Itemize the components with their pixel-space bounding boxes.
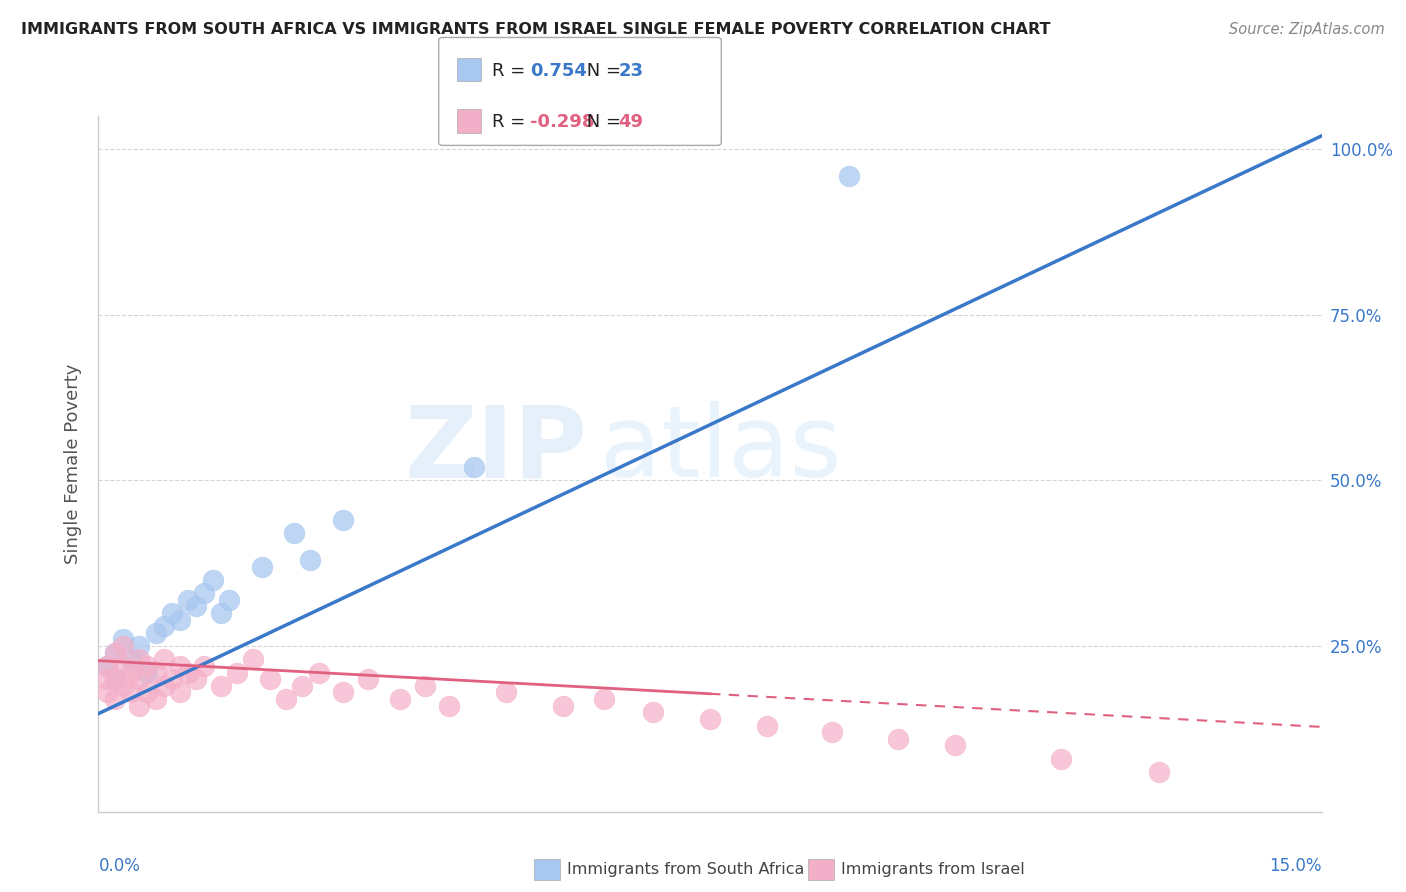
Point (128, 639, 150, 653)
Text: 0.0%: 0.0% (98, 857, 141, 875)
Point (104, 672, 127, 686)
Text: IMMIGRANTS FROM SOUTH AFRICA VS IMMIGRANTS FROM ISRAEL SINGLE FEMALE POVERTY COR: IMMIGRANTS FROM SOUTH AFRICA VS IMMIGRAN… (21, 22, 1050, 37)
Point (120, 685, 142, 699)
Text: N =: N = (581, 62, 627, 80)
Point (160, 672, 183, 686)
Text: Immigrants from South Africa: Immigrants from South Africa (567, 863, 804, 877)
Point (838, 169, 860, 183)
Point (136, 685, 159, 699)
Point (299, 553, 322, 567)
Point (226, 665, 249, 680)
Point (104, 692, 127, 706)
Point (332, 513, 354, 527)
Point (96, 685, 118, 699)
Text: Immigrants from Israel: Immigrants from Israel (841, 863, 1025, 877)
Text: 49: 49 (619, 113, 644, 131)
Point (111, 632, 134, 647)
Point (104, 672, 127, 686)
Point (756, 718, 779, 732)
Point (356, 672, 378, 686)
Text: 23: 23 (619, 62, 644, 80)
Point (1049, 752, 1071, 766)
Point (152, 619, 174, 633)
Point (193, 659, 215, 673)
Point (209, 606, 232, 620)
Point (291, 679, 314, 693)
Point (259, 672, 281, 686)
Point (104, 646, 127, 660)
Text: ZIP: ZIP (405, 401, 588, 499)
Point (218, 592, 240, 607)
Point (104, 646, 127, 660)
Point (186, 599, 208, 614)
Point (128, 698, 150, 713)
Point (96, 672, 118, 686)
Point (152, 652, 174, 666)
Point (128, 672, 150, 686)
Point (193, 586, 215, 600)
Point (886, 731, 908, 746)
Point (593, 692, 616, 706)
Point (209, 679, 232, 693)
Point (699, 712, 721, 726)
Point (413, 679, 436, 693)
Point (250, 559, 273, 574)
Point (169, 613, 191, 627)
Text: R =: R = (492, 113, 531, 131)
Point (169, 685, 191, 699)
Point (111, 679, 134, 693)
Y-axis label: Single Female Poverty: Single Female Poverty (63, 364, 82, 564)
Point (943, 739, 966, 753)
Point (152, 679, 174, 693)
Text: Source: ZipAtlas.com: Source: ZipAtlas.com (1229, 22, 1385, 37)
Text: 15.0%: 15.0% (1270, 857, 1322, 875)
Point (96, 659, 118, 673)
Point (160, 606, 183, 620)
Point (120, 665, 142, 680)
Point (308, 665, 330, 680)
Point (186, 672, 208, 686)
Point (120, 652, 142, 666)
Point (111, 659, 134, 673)
Point (332, 685, 354, 699)
Point (641, 706, 664, 720)
Point (96, 659, 118, 673)
Text: atlas: atlas (600, 401, 842, 499)
Point (136, 659, 159, 673)
Text: R =: R = (492, 62, 531, 80)
Point (821, 725, 844, 739)
Point (169, 659, 191, 673)
Point (177, 665, 200, 680)
Point (111, 639, 134, 653)
Point (389, 692, 412, 706)
Point (145, 625, 167, 640)
Point (145, 665, 167, 680)
Point (495, 685, 517, 699)
Point (145, 692, 167, 706)
Point (437, 698, 460, 713)
Point (242, 652, 264, 666)
Point (201, 573, 224, 587)
Point (553, 698, 575, 713)
Text: 0.754: 0.754 (530, 62, 586, 80)
Point (1147, 764, 1170, 779)
Point (177, 592, 200, 607)
Text: N =: N = (581, 113, 627, 131)
Point (128, 652, 150, 666)
Point (136, 665, 159, 680)
Point (283, 526, 305, 541)
Point (274, 692, 297, 706)
Point (463, 460, 485, 475)
Text: -0.298: -0.298 (530, 113, 595, 131)
